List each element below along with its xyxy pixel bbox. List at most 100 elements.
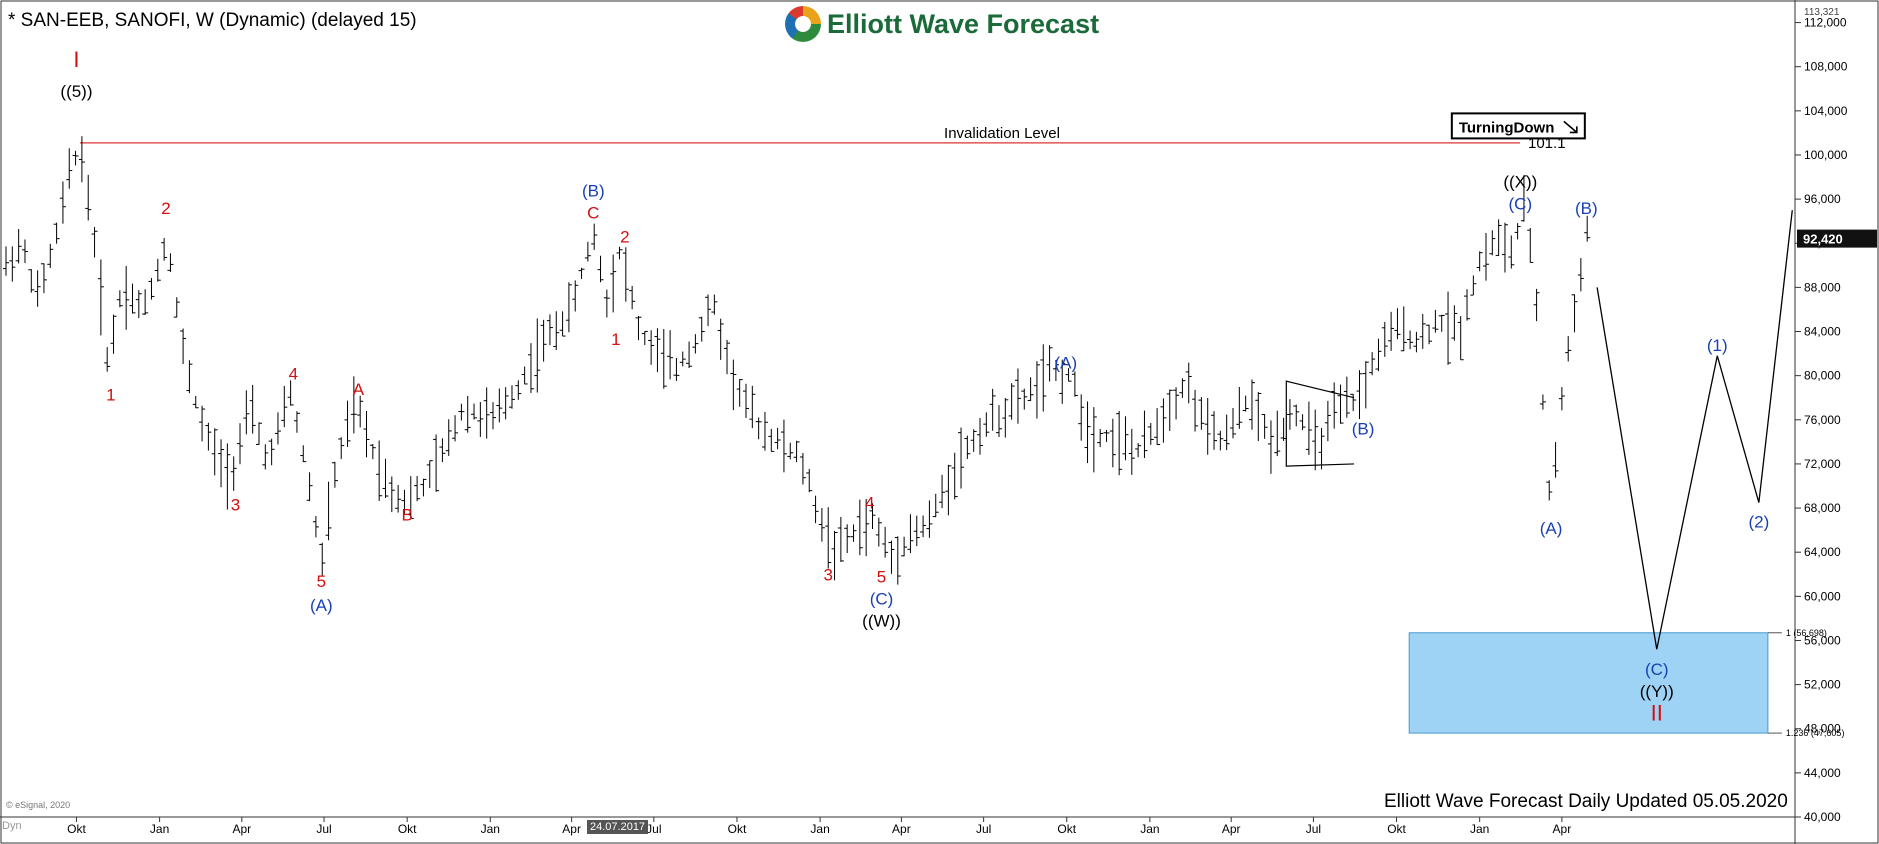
price-bar [1476,251,1483,272]
price-bar [901,536,908,557]
price-bar [622,247,629,302]
price-bar [736,378,743,407]
price-bar [1400,306,1407,352]
price-bar [1293,404,1300,427]
price-bar [319,542,326,576]
price-bar [53,222,60,244]
x-tick-label: Jan [810,822,829,836]
wave-label: II [1651,700,1663,725]
target-zone-bottom-label: 1.236 (47,605) [1786,728,1845,738]
price-bar [951,452,958,500]
price-bar [1128,428,1135,475]
price-bar [237,423,244,465]
price-bar [1457,316,1464,361]
price-bar [863,499,870,557]
price-bar [546,314,553,346]
price-bar [1470,275,1477,296]
price-bar [471,403,478,420]
chart-title: * SAN-EEB, SANOFI, W (Dynamic) (delayed … [8,10,417,31]
price-bar [1154,408,1161,446]
price-bar [534,318,541,393]
price-bar [331,461,338,488]
y-tick-label: 80,000 [1804,369,1841,383]
price-bar [433,434,440,492]
price-bar [1584,215,1591,242]
price-bar [1122,416,1129,461]
price-bar [1501,222,1508,273]
wave-label: 2 [161,199,170,218]
price-bar [1242,395,1249,412]
logo-icon [785,6,821,42]
price-bar [926,500,933,538]
price-bar [439,438,446,463]
price-bar [793,440,800,463]
price-bar [799,453,806,485]
price-bar [110,314,117,354]
price-bar [1255,391,1262,442]
y-tick-label: 104,000 [1804,104,1848,118]
price-bar [837,516,844,563]
price-bar [350,376,357,434]
price-bar [1059,359,1066,404]
price-bar [1318,427,1325,470]
price-bar [989,388,996,431]
price-bar [142,289,149,315]
price-bar [768,428,775,452]
price-bar [1223,414,1230,451]
wave-label: (1) [1707,336,1728,355]
x-tick-label: Jan [1470,822,1489,836]
price-bar [686,341,693,369]
price-bar [1204,397,1211,455]
price-bar [357,395,364,428]
wave-label: ((X)) [1503,172,1537,191]
price-bar [1014,368,1021,424]
price-bar [78,136,85,183]
y-tick-label: 96,000 [1804,192,1841,206]
x-tick-label: Jan [150,822,169,836]
price-bar [1179,378,1186,398]
price-bar [964,435,971,459]
price-bar [1230,408,1237,439]
price-bar [1021,388,1028,410]
price-bar [705,294,712,327]
price-bar [591,223,598,250]
x-tick-label: Jul [1306,822,1321,836]
copyright: © eSignal, 2020 [6,800,71,810]
price-bar [91,226,98,258]
price-bar [1173,387,1180,420]
x-tick-label: Jul [646,822,661,836]
wave-label: (A) [1055,353,1078,372]
x-tick-label: Okt [398,822,417,836]
price-bar [1419,313,1426,349]
price-bar [920,515,927,538]
price-bar [515,380,522,400]
price-bar [995,405,1002,438]
price-bar [490,402,497,430]
price-bar [477,402,484,437]
price-bar [123,265,130,330]
y-tick-label: 60,000 [1804,589,1841,603]
price-bar [1375,338,1382,372]
price-bar [780,419,787,473]
price-bar [1116,410,1123,476]
price-bar [3,246,9,276]
price-bar [180,328,187,364]
price-bar [268,438,275,466]
y-tick-label: 56,000 [1804,633,1841,647]
price-bar [1065,368,1072,382]
price-bar [274,412,281,445]
price-bar [40,263,47,294]
dyn-label: Dyn [2,820,22,832]
price-bar [654,328,661,373]
y-tick-label: 76,000 [1804,413,1841,427]
price-bar [464,396,471,433]
price-bar [603,289,610,318]
x-tick-label: Okt [67,822,86,836]
price-bar [1236,386,1243,429]
price-bar [363,411,370,458]
price-bar [1071,371,1078,397]
price-bar [1527,227,1534,263]
price-bar [1508,235,1515,269]
